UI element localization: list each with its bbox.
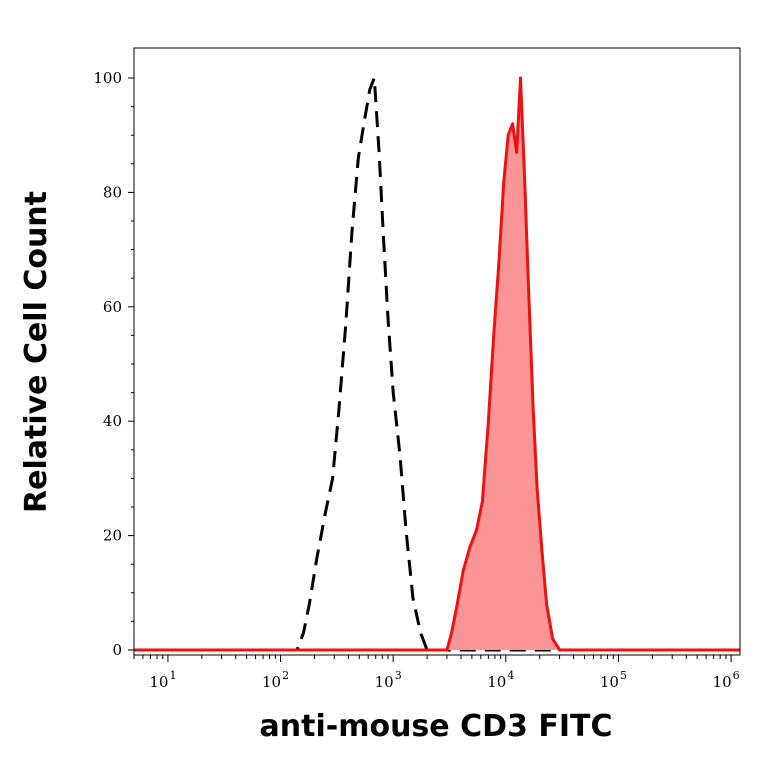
y-tick-label-0: 0 xyxy=(112,641,122,659)
series-0-line xyxy=(134,76,740,652)
y-tick-label-40: 40 xyxy=(103,412,122,430)
x-tick-label-1: 101 xyxy=(149,669,176,691)
x-tick-label-5: 105 xyxy=(600,669,627,691)
series-1-area xyxy=(134,78,740,650)
x-tick-label-3: 103 xyxy=(375,669,402,691)
y-tick-label-100: 100 xyxy=(93,69,122,87)
plot-area xyxy=(134,76,740,652)
axes: 0 20 40 60 80 100 101 102 103 104 105 106 xyxy=(93,47,741,691)
y-tick-label-20: 20 xyxy=(103,527,122,545)
y-tick-label-80: 80 xyxy=(103,183,122,201)
y-tick-label-60: 60 xyxy=(103,298,122,316)
x-tick-label-6: 106 xyxy=(713,669,740,691)
x-tick-label-2: 102 xyxy=(262,669,289,691)
x-axis-title: anti-mouse CD3 FITC xyxy=(260,709,613,744)
y-axis-title: Relative Cell Count xyxy=(19,191,54,513)
x-tick-label-4: 104 xyxy=(487,669,514,691)
series-1-line xyxy=(134,76,740,652)
plot-frame xyxy=(133,47,741,656)
